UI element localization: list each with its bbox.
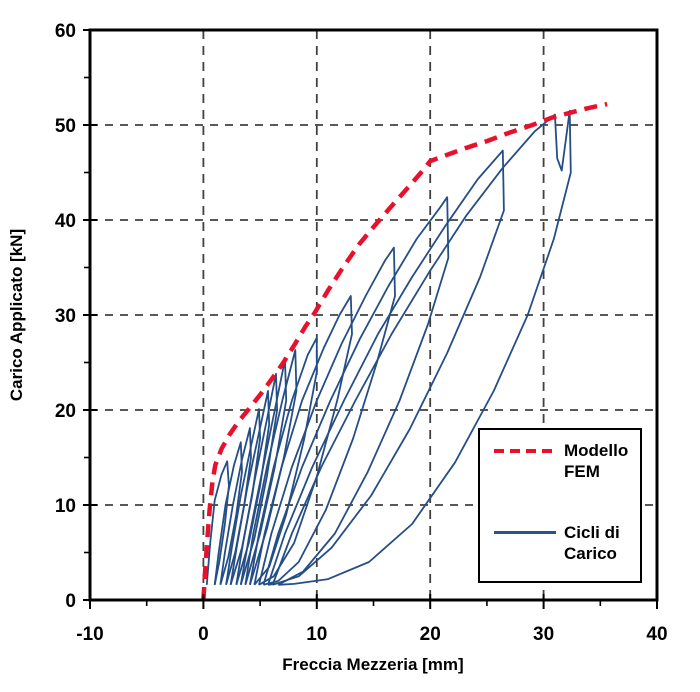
- load-cycle-curve: [271, 109, 572, 586]
- y-tick-label: 50: [55, 116, 76, 137]
- legend-label-cicli: Cicli di Carico: [564, 522, 620, 564]
- x-tick-label: 0: [198, 624, 209, 645]
- load-cycle-curve: [267, 149, 505, 586]
- legend-cicli-line1: Cicli di: [564, 523, 620, 542]
- load-cycle-curve: [249, 336, 318, 586]
- legend-entry-fem: Modello FEM: [494, 440, 640, 482]
- legend-label-fem: Modello FEM: [564, 440, 628, 482]
- cicli-solid-line-sample: [494, 531, 556, 534]
- fem-dashed-line-sample: [494, 449, 556, 453]
- load-cycle-curve: [253, 295, 353, 586]
- x-tick-label: 20: [420, 624, 441, 645]
- fem-model-curve: [201, 101, 608, 601]
- legend-cicli-line2: Carico: [564, 544, 617, 563]
- x-tick-label: 40: [646, 624, 667, 645]
- x-tick-label: -10: [76, 624, 103, 645]
- x-tick-label: 30: [533, 624, 554, 645]
- y-tick-label: 20: [55, 401, 76, 422]
- load-cycle-curve: [235, 372, 279, 586]
- load-cycle-curve: [205, 460, 230, 585]
- y-tick-label: 30: [55, 306, 76, 327]
- y-tick-label: 10: [55, 496, 76, 517]
- y-tick-label: 0: [65, 591, 76, 612]
- legend-fem-line1: Modello: [564, 441, 629, 460]
- x-tick-label: 10: [306, 624, 327, 645]
- x-axis-title: Freccia Mezzeria [mm]: [282, 655, 463, 674]
- load-cycle-curve: [262, 196, 450, 586]
- data-series: [201, 101, 608, 601]
- load-cycle-curve: [244, 349, 298, 586]
- y-tick-label: 40: [55, 211, 76, 232]
- legend-box: Modello FEM Cicli di Carico: [478, 428, 642, 583]
- legend-fem-line2: FEM: [564, 462, 600, 481]
- load-cycle-curve: [258, 246, 396, 586]
- load-cycle-curve: [213, 441, 243, 586]
- y-axis-title: Carico Applicato [kN]: [7, 229, 26, 401]
- y-tick-label: 60: [55, 21, 76, 42]
- legend-entry-cicli: Cicli di Carico: [494, 522, 640, 564]
- axis-ticks: [83, 29, 658, 609]
